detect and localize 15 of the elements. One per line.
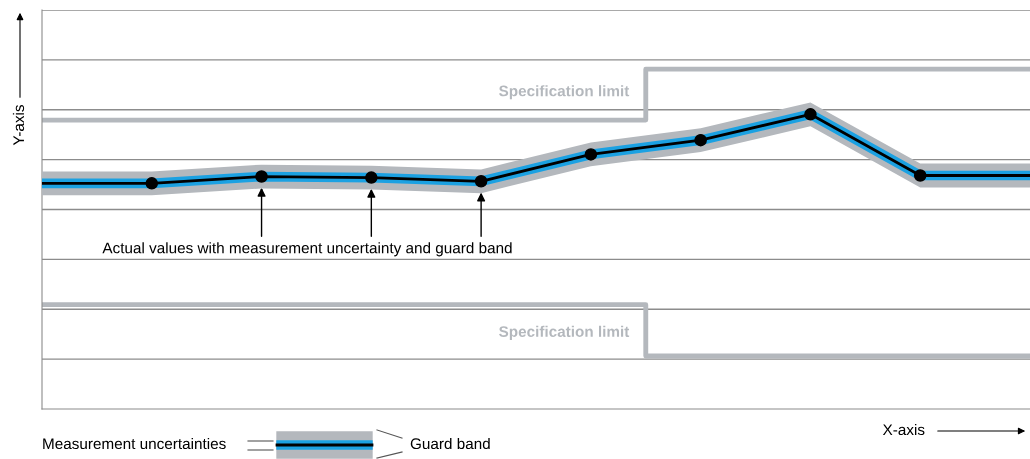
y-axis-title: Y-axis <box>12 105 25 146</box>
point <box>145 177 159 190</box>
point <box>365 171 378 184</box>
point <box>694 133 707 147</box>
text: Guard band <box>410 437 490 450</box>
point <box>255 170 268 183</box>
point <box>584 148 598 161</box>
point <box>804 108 817 121</box>
point <box>474 175 488 188</box>
series-label: Specification limit <box>499 85 630 100</box>
series-label: Specification limit <box>499 325 630 340</box>
text: Measurement uncertainties <box>43 437 226 450</box>
annotation: Actual values with measurement uncertainty and guard band <box>102 242 512 257</box>
point <box>913 169 927 182</box>
x-axis-title: X-axis <box>882 423 925 436</box>
